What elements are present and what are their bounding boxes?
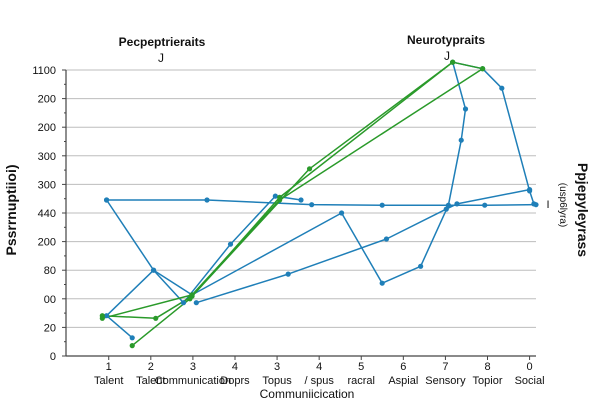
data-point xyxy=(103,197,110,203)
y-tick-label: 300 xyxy=(38,179,56,191)
y-tick-label: 00 xyxy=(44,294,56,306)
data-point xyxy=(285,271,291,277)
x-tick-label: Topior xyxy=(473,375,503,387)
axes: 110020020030030044020080002001Talent2Tal… xyxy=(32,65,544,387)
data-point xyxy=(338,210,345,216)
data-point xyxy=(379,202,385,208)
data-point xyxy=(193,300,199,306)
x-tick-label: Talent xyxy=(94,375,123,387)
x-tick-number: 2 xyxy=(148,361,154,373)
legend-label-green: Pecpeptrieraits xyxy=(119,35,206,49)
x-tick-number: 3 xyxy=(274,361,280,373)
y-tick-label: 440 xyxy=(38,208,56,220)
y-tick-label: 1100 xyxy=(32,65,56,77)
data-point xyxy=(383,236,390,242)
data-point xyxy=(458,137,464,143)
legend-label-blue: Neurotypraits xyxy=(407,33,485,47)
y-tick-label: 0 xyxy=(50,351,56,363)
y-tick-label: 200 xyxy=(38,122,56,134)
right-axis-tick: I xyxy=(546,199,549,211)
data-point xyxy=(189,292,195,298)
legend-marker-green: J xyxy=(158,51,164,65)
series-line-6 xyxy=(131,61,454,347)
series-markers xyxy=(99,59,539,349)
data-point xyxy=(418,263,424,269)
data-point xyxy=(454,201,460,207)
data-point xyxy=(462,106,469,112)
data-point xyxy=(277,194,283,200)
x-tick-number: 4 xyxy=(232,361,238,373)
y-axis-label-right: Ppjepyleyrass xyxy=(575,163,591,257)
data-point xyxy=(479,66,486,72)
x-tick-number: 5 xyxy=(358,361,364,373)
x-tick-number: 3 xyxy=(190,361,196,373)
y-tick-label: 200 xyxy=(38,237,56,249)
y-tick-label: 200 xyxy=(38,94,56,106)
series-line-5 xyxy=(102,68,483,320)
x-tick-label: Doprs xyxy=(220,375,250,387)
data-point xyxy=(450,59,456,65)
data-point xyxy=(129,335,135,341)
data-point xyxy=(153,315,159,321)
y-tick-label: 20 xyxy=(44,322,56,334)
data-point xyxy=(379,280,385,286)
data-point xyxy=(150,267,157,273)
x-tick-label: Communication xyxy=(155,375,231,387)
y-tick-label: 300 xyxy=(38,151,56,163)
legend-marker-blue: J xyxy=(444,49,450,63)
x-tick-label: Talent xyxy=(136,375,165,387)
data-point xyxy=(180,300,187,306)
series-line-2 xyxy=(196,188,530,304)
series-line-1 xyxy=(106,199,537,206)
series-lines xyxy=(102,61,537,347)
x-tick-label: / spus xyxy=(304,375,334,387)
x-tick-label: racral xyxy=(347,375,375,387)
x-tick-number: 1 xyxy=(106,361,112,373)
data-point xyxy=(443,206,449,212)
data-point xyxy=(227,241,234,247)
y-tick-label: 80 xyxy=(44,265,56,277)
series-line-4 xyxy=(102,61,483,320)
data-point xyxy=(531,201,537,207)
x-tick-number: 7 xyxy=(442,361,448,373)
data-point xyxy=(298,197,304,203)
x-tick-number: 0 xyxy=(527,361,533,373)
x-tick-number: 8 xyxy=(484,361,490,373)
data-point xyxy=(499,85,505,91)
data-point xyxy=(272,193,278,199)
data-point xyxy=(103,313,110,319)
x-tick-number: 4 xyxy=(316,361,322,373)
data-point xyxy=(99,315,105,321)
y-axis-sublabel-right: (usp6lyra) xyxy=(557,183,568,227)
data-point xyxy=(187,296,193,302)
x-tick-label: Sensory xyxy=(425,375,466,387)
data-point xyxy=(309,202,315,208)
x-tick-label: Topus xyxy=(262,375,292,387)
data-point xyxy=(482,202,488,208)
data-point xyxy=(129,343,135,349)
data-point xyxy=(445,202,452,208)
data-point xyxy=(306,166,313,172)
x-axis-label: Communiicication xyxy=(260,387,355,401)
data-point xyxy=(204,197,210,203)
y-axis-label-left: Pssrrnuptiioi) xyxy=(3,164,19,255)
x-tick-number: 6 xyxy=(400,361,406,373)
x-tick-label: Aspial xyxy=(388,375,418,387)
x-tick-label: Social xyxy=(515,375,545,387)
data-point xyxy=(526,188,533,194)
